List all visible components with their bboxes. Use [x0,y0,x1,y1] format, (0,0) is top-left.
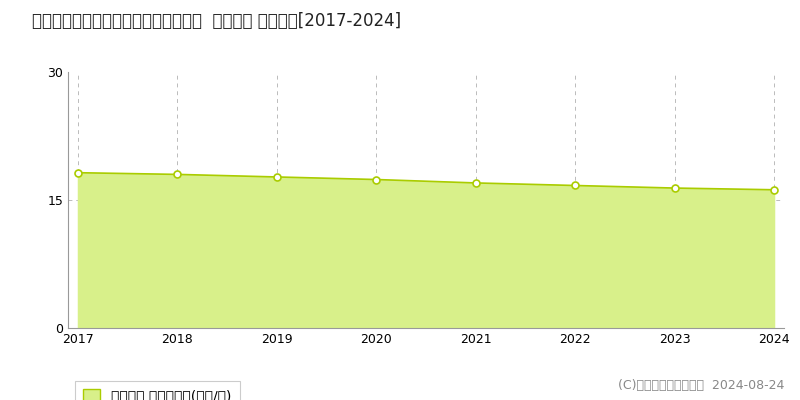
Legend: 地価公示 平均坤単価(万円/坤): 地価公示 平均坤単価(万円/坤) [75,381,240,400]
Text: (C)土地価格ドットコム  2024-08-24: (C)土地価格ドットコム 2024-08-24 [618,379,784,392]
Text: 静岡県氺津市青野字横橋２４５番３外  地価公示 地価推移[2017-2024]: 静岡県氺津市青野字横橋２４５番３外 地価公示 地価推移[2017-2024] [32,12,401,30]
